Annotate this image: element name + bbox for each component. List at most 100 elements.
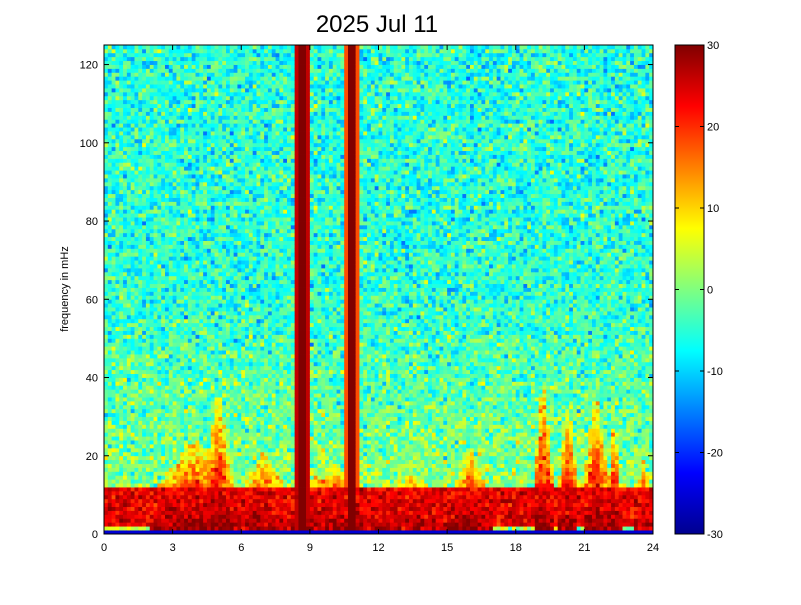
heatmap-cell: [187, 201, 193, 206]
heatmap-cell: [165, 138, 170, 144]
heatmap-cell: [130, 52, 135, 58]
heatmap-cell: [157, 506, 162, 511]
heatmap-cell: [180, 326, 185, 331]
heatmap-cell: [168, 314, 174, 320]
heatmap-cell: [226, 48, 231, 54]
heatmap-cell: [104, 213, 109, 218]
heatmap-cell: [241, 483, 246, 488]
heatmap-cell: [168, 412, 174, 418]
heatmap-cell: [145, 459, 151, 464]
heatmap-cell: [176, 346, 181, 351]
heatmap-cell: [149, 52, 154, 58]
heatmap-cell: [241, 88, 246, 93]
heatmap-cell: [180, 510, 185, 515]
heatmap-cell: [245, 209, 250, 214]
heatmap-cell: [184, 467, 189, 472]
heatmap-cell: [165, 60, 170, 65]
heatmap-cell: [210, 283, 215, 288]
heatmap-cell: [191, 389, 196, 394]
heatmap-cell: [145, 88, 151, 93]
heatmap-cell: [222, 303, 227, 308]
heatmap-cell: [233, 451, 238, 457]
heatmap-cell: [222, 479, 227, 484]
heatmap-cell: [107, 526, 113, 531]
heatmap-cell: [184, 381, 189, 386]
heatmap-cell: [233, 350, 238, 355]
heatmap-cell: [218, 475, 223, 480]
heatmap-cell: [134, 205, 139, 210]
heatmap-cell: [237, 221, 242, 226]
heatmap-cell: [184, 115, 189, 120]
heatmap-cell: [119, 205, 124, 210]
heatmap-cell: [195, 142, 200, 148]
heatmap-cell: [138, 244, 143, 249]
heatmap-cell: [172, 189, 177, 195]
heatmap-cell: [149, 361, 154, 367]
heatmap-cell: [222, 455, 227, 461]
heatmap-cell: [187, 123, 193, 128]
heatmap-cell: [248, 404, 254, 410]
heatmap-cell: [104, 162, 109, 167]
heatmap-cell: [252, 197, 257, 202]
heatmap-cell: [184, 185, 189, 191]
heatmap-cell: [172, 279, 177, 285]
heatmap-cell: [222, 209, 227, 214]
heatmap-cell: [222, 373, 227, 378]
heatmap-cell: [241, 295, 246, 300]
heatmap-cell: [229, 451, 235, 457]
heatmap-cell: [218, 115, 223, 120]
heatmap-cell: [195, 530, 200, 535]
heatmap-cell: [195, 232, 200, 238]
heatmap-cell: [233, 311, 238, 316]
heatmap-cell: [241, 99, 246, 105]
heatmap-cell: [222, 463, 227, 468]
heatmap-cell: [191, 479, 196, 484]
heatmap-cell: [187, 408, 193, 414]
heatmap-cell: [149, 471, 154, 476]
heatmap-cell: [123, 428, 128, 433]
heatmap-cell: [130, 119, 135, 124]
heatmap-cell: [226, 127, 231, 132]
heatmap-cell: [191, 95, 196, 101]
heatmap-cell: [229, 205, 235, 210]
heatmap-cell: [168, 338, 174, 343]
heatmap-cell: [229, 88, 235, 93]
heatmap-cell: [226, 232, 231, 238]
heatmap-cell: [130, 436, 135, 441]
heatmap-cell: [241, 240, 246, 245]
heatmap-cell: [165, 150, 170, 155]
heatmap-cell: [176, 357, 181, 363]
heatmap-cell: [222, 330, 227, 335]
heatmap-cell: [104, 510, 109, 515]
heatmap-cell: [126, 311, 132, 316]
heatmap-cell: [157, 463, 162, 468]
heatmap-cell: [218, 240, 223, 245]
heatmap-cell: [126, 138, 132, 144]
heatmap-cell: [226, 267, 231, 273]
heatmap-cell: [210, 260, 215, 265]
heatmap-cell: [165, 178, 170, 183]
heatmap-cell: [229, 275, 235, 281]
heatmap-cell: [237, 498, 242, 504]
heatmap-cell: [107, 221, 113, 226]
heatmap-cell: [229, 60, 235, 65]
heatmap-cell: [111, 400, 116, 406]
heatmap-cell: [226, 526, 231, 531]
heatmap-cell: [184, 252, 189, 257]
heatmap-cell: [199, 146, 204, 152]
heatmap-cell: [161, 314, 166, 320]
heatmap-cell: [252, 205, 257, 210]
heatmap-cell: [161, 322, 166, 328]
heatmap-cell: [130, 283, 135, 288]
heatmap-cell: [233, 209, 238, 214]
heatmap-cell: [210, 420, 215, 425]
heatmap-cell: [123, 354, 128, 359]
heatmap-cell: [126, 232, 132, 238]
heatmap-cell: [145, 467, 151, 472]
heatmap-cell: [168, 404, 174, 410]
heatmap-cell: [252, 526, 257, 531]
heatmap-cell: [142, 256, 147, 261]
heatmap-cell: [149, 440, 154, 445]
heatmap-cell: [248, 291, 254, 296]
heatmap-cell: [115, 369, 120, 375]
